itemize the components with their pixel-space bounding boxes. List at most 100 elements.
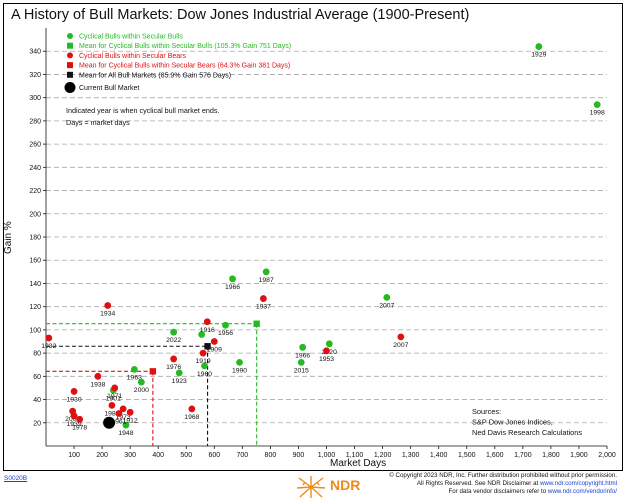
data-point <box>122 421 130 429</box>
point-label: 1923 <box>172 378 187 385</box>
y-tick-label: 80 <box>33 351 41 358</box>
point-label: 2007 <box>393 342 408 349</box>
legend-marker <box>64 82 76 93</box>
note-text: Indicated year is when cyclical bull mar… <box>66 106 219 115</box>
current-bull-marker <box>103 416 116 429</box>
ndr-logo-icon <box>296 476 326 498</box>
y-tick-label: 220 <box>29 188 41 195</box>
point-label: 1930 <box>66 396 81 403</box>
y-tick-label: 60 <box>33 374 41 381</box>
ndr-logo-text: NDR <box>330 477 361 493</box>
point-label: 1929 <box>531 52 546 59</box>
y-tick-label: 260 <box>29 142 41 149</box>
x-tick-label: 600 <box>208 452 220 459</box>
data-point <box>126 408 134 416</box>
legend-marker <box>67 33 73 39</box>
x-tick-label: 1,900 <box>570 452 588 459</box>
data-point <box>535 43 543 50</box>
x-tick-label: 1,800 <box>542 452 560 459</box>
data-point <box>94 372 102 380</box>
y-tick-label: 120 <box>29 304 41 311</box>
point-label: 1939 <box>66 421 81 428</box>
x-tick-label: 100 <box>68 452 80 459</box>
point-label: 2000 <box>134 387 149 394</box>
note-text: Days = market days <box>66 118 130 127</box>
y-axis-title: Gain % <box>3 221 14 254</box>
y-tick-label: 100 <box>29 327 41 334</box>
data-point <box>137 378 145 386</box>
data-point <box>383 293 391 301</box>
point-label: 2007 <box>379 302 394 309</box>
legend-marker <box>67 52 73 59</box>
x-tick-label: 2,000 <box>598 452 616 459</box>
data-point <box>45 334 53 342</box>
copyright-link[interactable]: www.ndr.com/copyright.html <box>539 480 617 488</box>
y-tick-label: 160 <box>29 258 41 265</box>
y-tick-label: 240 <box>29 165 41 172</box>
data-point <box>119 405 127 413</box>
legend-marker <box>67 71 73 78</box>
point-label: 2002 <box>65 416 80 423</box>
legend-label: Mean for Cyclical Bulls within Secular B… <box>79 63 290 70</box>
point-label: 1961 <box>111 418 126 425</box>
x-tick-label: 1,100 <box>346 452 364 459</box>
x-tick-label: 1,500 <box>458 452 476 459</box>
mean-marker <box>253 320 260 327</box>
x-tick-label: 1,700 <box>514 452 532 459</box>
point-label: 1990 <box>232 367 247 374</box>
point-label: 1901 <box>106 395 121 402</box>
point-label: 1973 <box>116 414 131 421</box>
point-label: 1934 <box>100 311 115 318</box>
y-tick-label: 280 <box>29 118 41 125</box>
x-tick-label: 700 <box>237 452 249 459</box>
data-point <box>198 331 206 338</box>
point-label: 2015 <box>294 367 309 374</box>
point-label: 1981 <box>104 410 119 417</box>
point-label: 1966 <box>225 284 240 291</box>
x-tick-label: 800 <box>265 452 277 459</box>
point-label: 1909 <box>207 347 222 354</box>
data-point <box>203 318 211 326</box>
data-point <box>170 355 178 363</box>
data-point <box>210 338 218 345</box>
chart-code-link[interactable]: S0020B <box>4 475 28 482</box>
copyright-line: All Rights Reserved. See NDR Disclaimer … <box>416 480 617 488</box>
y-tick-label: 140 <box>29 281 41 288</box>
data-point <box>111 384 119 392</box>
data-point <box>259 295 267 302</box>
point-label: 1963 <box>127 374 142 381</box>
point-label: 1932 <box>41 343 56 350</box>
sources-text: Ned Davis Research Calculations <box>472 428 582 437</box>
y-tick-label: 180 <box>29 235 41 242</box>
point-label: 1912 <box>123 417 138 424</box>
point-label: 1948 <box>118 430 133 437</box>
point-label: 1968 <box>184 414 199 421</box>
y-tick-label: 40 <box>33 397 41 404</box>
data-point <box>115 410 123 417</box>
x-tick-label: 300 <box>124 452 136 459</box>
x-tick-label: 200 <box>96 452 108 459</box>
point-label: 1976 <box>166 364 181 371</box>
x-tick-label: 1,000 <box>318 452 336 459</box>
data-point <box>70 388 78 395</box>
legend-label: Current Bull Market <box>79 85 139 92</box>
x-tick-label: 1,200 <box>374 452 392 459</box>
point-label: 1971 <box>107 393 122 400</box>
legend-label: Mean for All Bull Markets (85.9% Gain 57… <box>79 72 231 79</box>
x-tick-label: 1,400 <box>430 452 448 459</box>
data-point <box>188 405 196 413</box>
mean-marker <box>149 368 157 375</box>
x-axis-title: Market Days <box>330 458 387 469</box>
data-point <box>104 302 112 309</box>
chart-frame <box>3 3 623 471</box>
y-tick-label: 20 <box>33 420 41 427</box>
mean-marker <box>204 343 211 350</box>
point-label: 1966 <box>295 352 310 359</box>
vendor-link[interactable]: www.ndr.com/vendorinfo/ <box>547 488 617 496</box>
x-tick-label: 1,300 <box>402 452 420 459</box>
x-tick-label: 500 <box>180 452 192 459</box>
point-label: 1998 <box>590 110 605 117</box>
sources-text: S&P Dow Jones Indices, <box>472 418 553 427</box>
legend-marker <box>67 42 73 49</box>
